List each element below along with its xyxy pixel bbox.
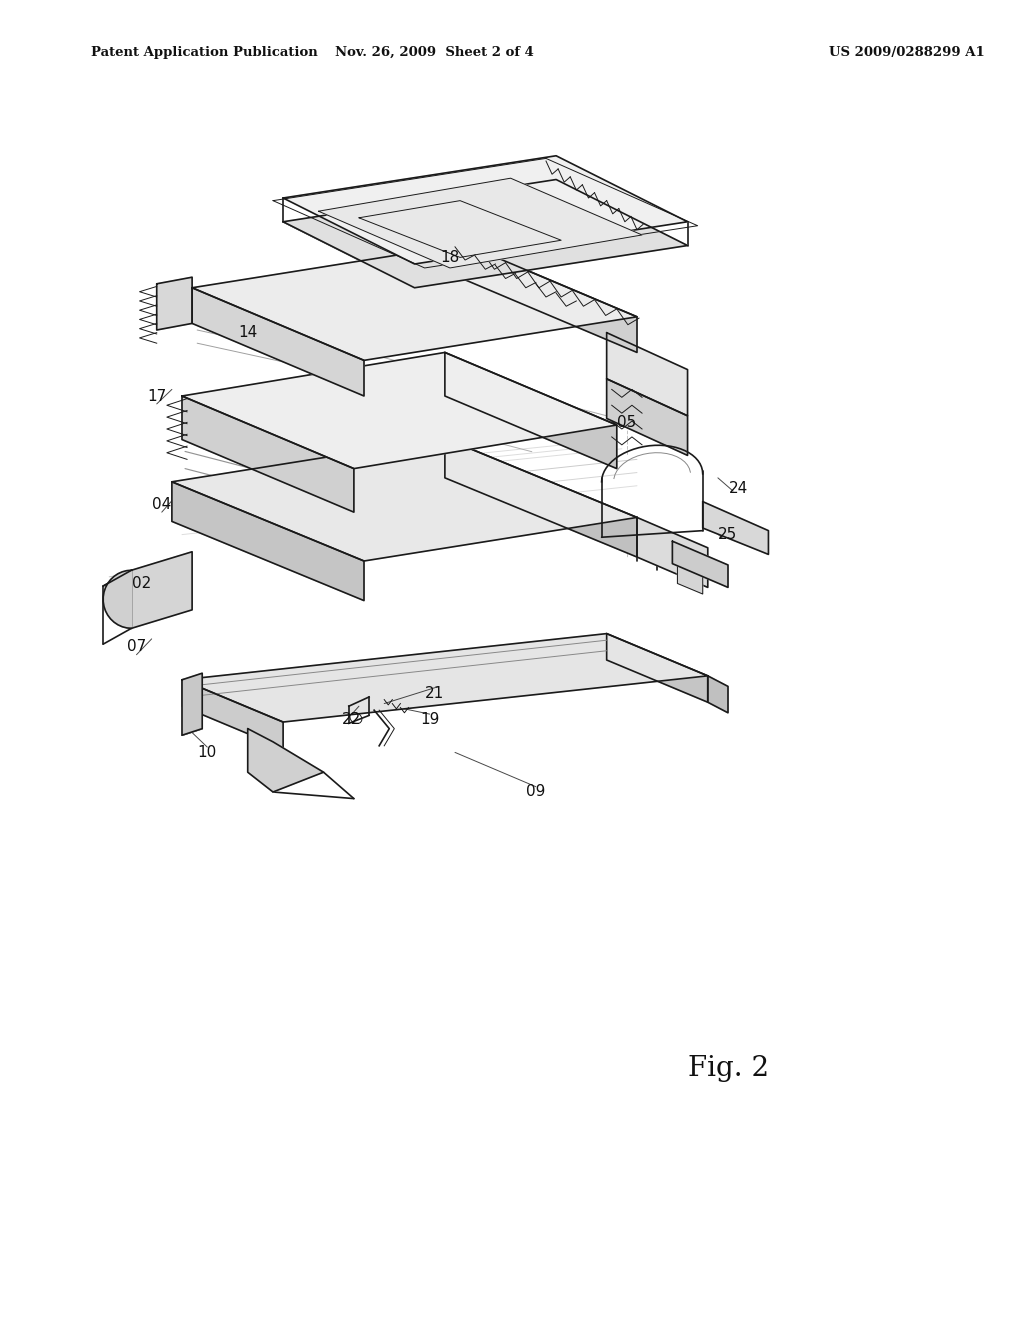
Polygon shape	[702, 502, 768, 554]
Polygon shape	[673, 541, 728, 587]
Polygon shape	[193, 288, 364, 396]
Polygon shape	[182, 396, 354, 512]
Polygon shape	[444, 438, 637, 557]
Text: 04: 04	[153, 496, 171, 512]
Text: Nov. 26, 2009  Sheet 2 of 4: Nov. 26, 2009 Sheet 2 of 4	[335, 46, 535, 59]
Polygon shape	[637, 517, 708, 587]
Text: 21: 21	[425, 685, 444, 701]
Polygon shape	[606, 333, 687, 416]
Polygon shape	[193, 244, 637, 360]
Polygon shape	[182, 634, 708, 722]
Text: Fig. 2: Fig. 2	[687, 1056, 769, 1082]
Text: 18: 18	[440, 249, 460, 265]
Polygon shape	[182, 352, 616, 469]
Polygon shape	[678, 564, 702, 594]
Polygon shape	[172, 482, 364, 601]
Polygon shape	[606, 634, 708, 702]
Text: 19: 19	[420, 711, 439, 727]
Text: 14: 14	[239, 325, 257, 341]
Polygon shape	[172, 438, 637, 561]
Polygon shape	[318, 178, 642, 268]
Polygon shape	[465, 244, 637, 352]
Text: 07: 07	[127, 639, 146, 655]
Text: Patent Application Publication: Patent Application Publication	[91, 46, 317, 59]
Polygon shape	[283, 180, 687, 288]
Text: 05: 05	[617, 414, 637, 430]
Polygon shape	[131, 552, 193, 628]
Polygon shape	[708, 676, 728, 713]
Text: US 2009/0288299 A1: US 2009/0288299 A1	[829, 46, 985, 59]
Text: 09: 09	[526, 784, 546, 800]
Polygon shape	[157, 277, 193, 330]
Polygon shape	[444, 352, 616, 469]
Text: 25: 25	[719, 527, 737, 543]
Polygon shape	[182, 673, 202, 735]
Text: 02: 02	[132, 576, 152, 591]
Text: 17: 17	[147, 388, 166, 404]
Text: 22: 22	[342, 711, 361, 727]
Polygon shape	[283, 156, 687, 264]
Polygon shape	[103, 570, 131, 628]
Polygon shape	[606, 379, 687, 455]
Polygon shape	[248, 729, 324, 792]
Polygon shape	[182, 680, 283, 748]
Text: 10: 10	[198, 744, 217, 760]
Text: 24: 24	[728, 480, 748, 496]
